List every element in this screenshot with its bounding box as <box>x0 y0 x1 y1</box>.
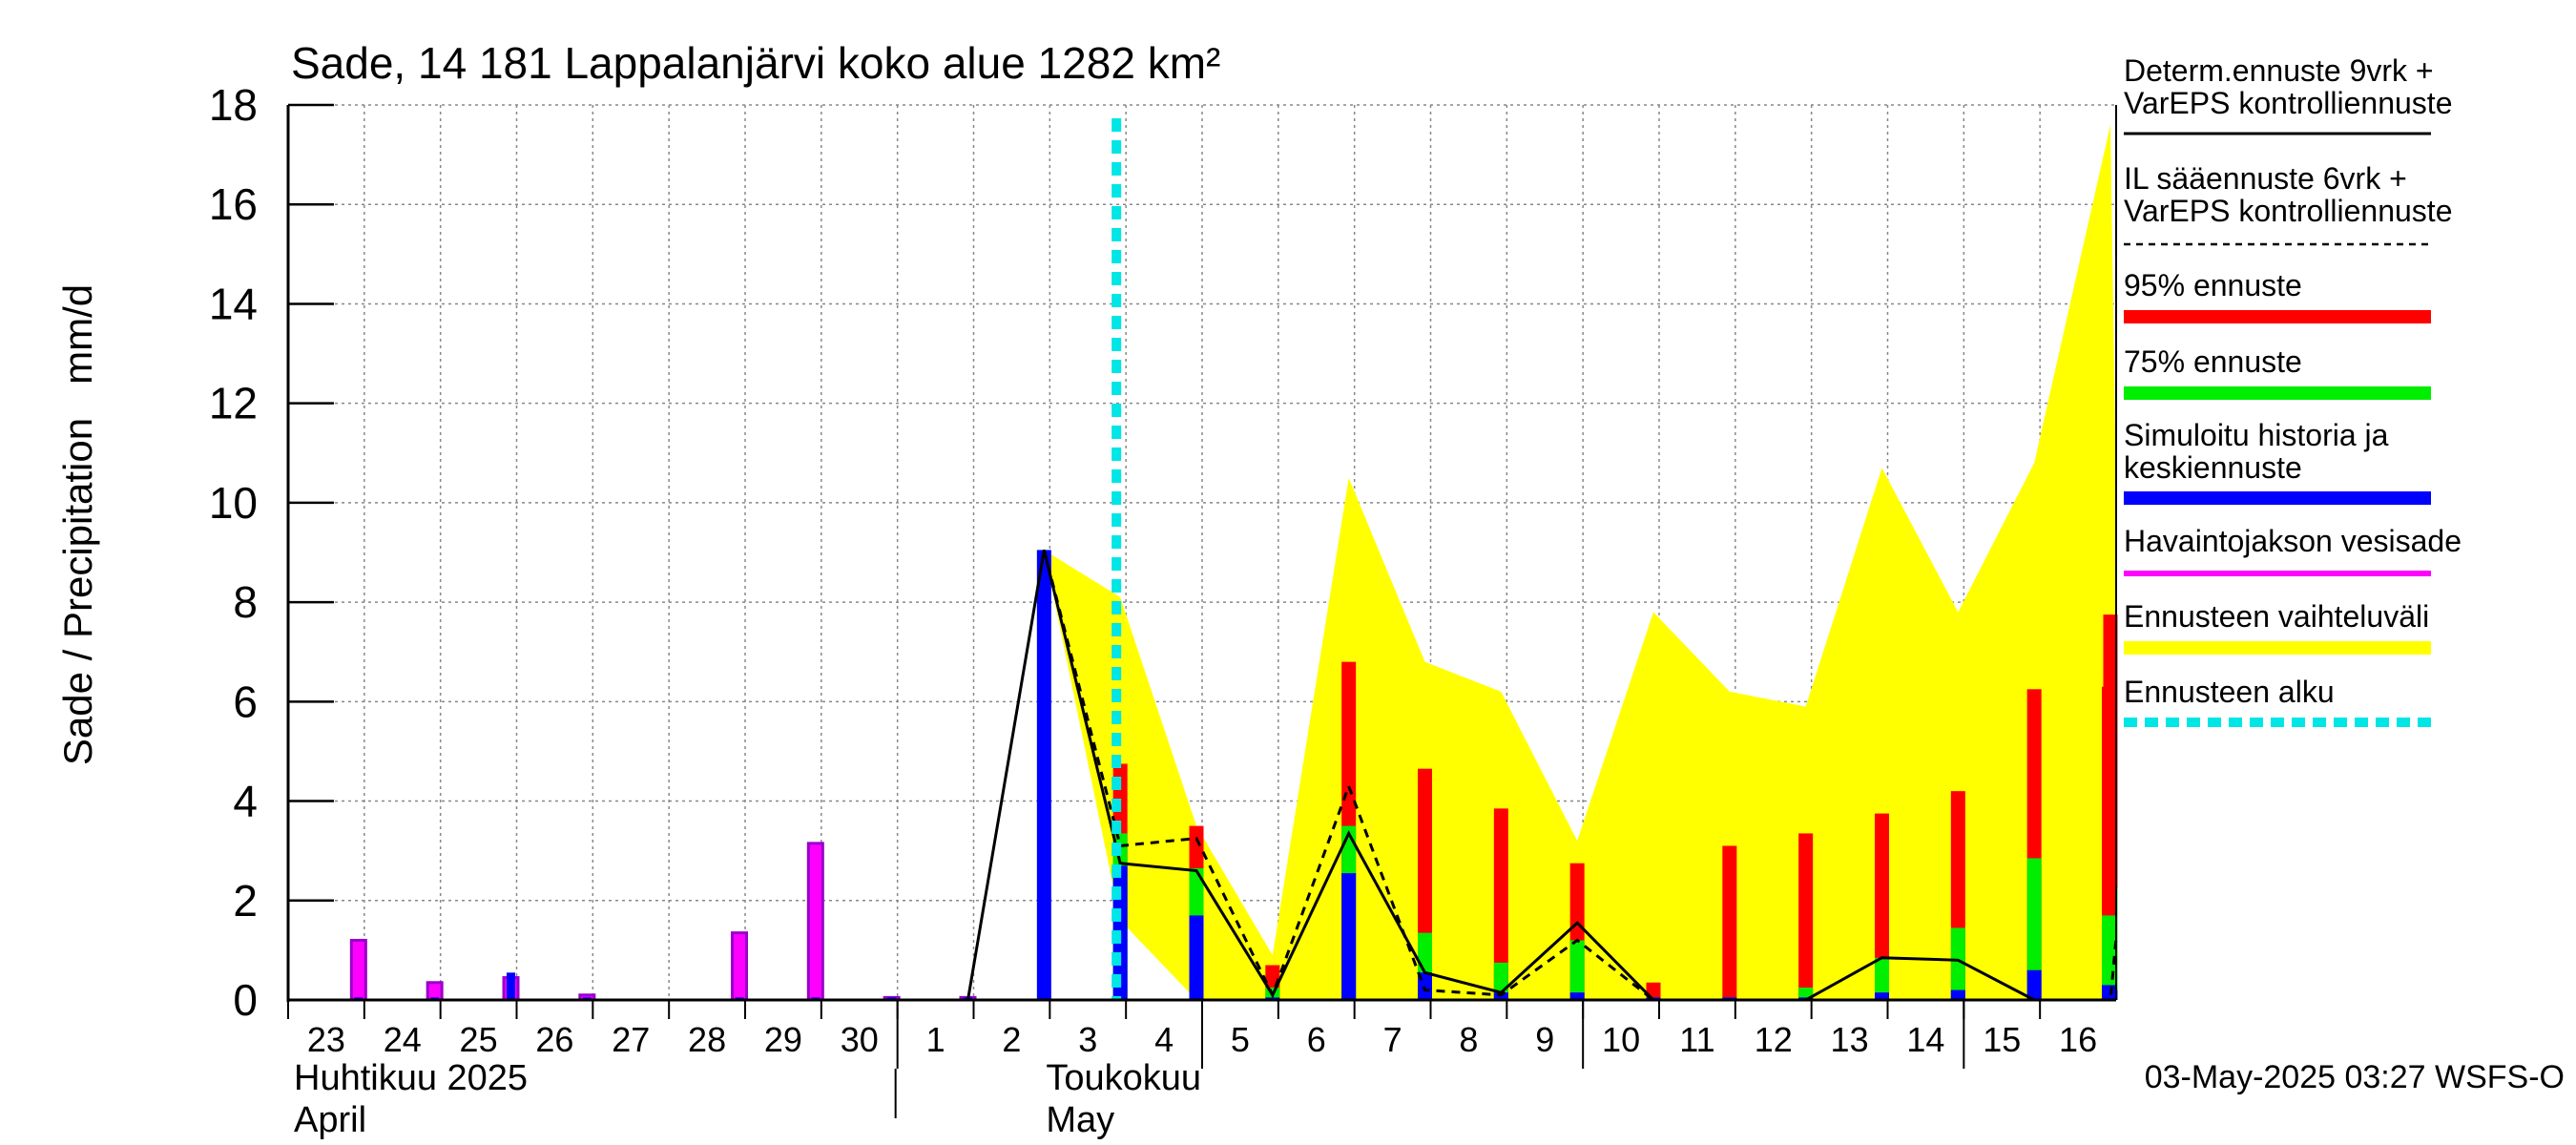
month-label-en: April <box>294 1100 366 1140</box>
bar-median <box>1875 992 1889 1000</box>
y-tick-label: 16 <box>209 179 258 229</box>
legend-label: Determ.ennuste 9vrk + <box>2124 53 2434 88</box>
y-tick-label: 18 <box>209 80 258 130</box>
x-tick-label: 23 <box>307 1020 345 1059</box>
x-tick-label: 13 <box>1831 1020 1869 1059</box>
month-label-en: May <box>1046 1100 1114 1140</box>
legend-label: VarEPS kontrolliennuste <box>2124 86 2452 120</box>
bar-median <box>2026 969 2042 1000</box>
y-tick-label: 2 <box>233 876 258 926</box>
month-label: Huhtikuu 2025 <box>294 1058 528 1098</box>
y-tick-label: 12 <box>209 379 258 428</box>
x-tick-label: 2 <box>1002 1020 1021 1059</box>
x-tick-label: 28 <box>688 1020 726 1059</box>
bar-median <box>507 972 515 1000</box>
bar-observed <box>806 842 824 1002</box>
x-tick-label: 14 <box>1906 1020 1944 1059</box>
legend-label: Ennusteen alku <box>2124 675 2335 709</box>
x-tick-label: 3 <box>1078 1020 1097 1059</box>
x-tick-label: 16 <box>2059 1020 2097 1059</box>
x-tick-label: 5 <box>1231 1020 1250 1059</box>
bar-observed <box>349 938 367 1002</box>
bar-median <box>1036 550 1051 1000</box>
y-tick-label: 4 <box>233 777 258 826</box>
bar-observed <box>426 981 444 1002</box>
x-tick-label: 29 <box>764 1020 802 1059</box>
bar-p75 <box>1569 940 1585 1000</box>
month-label: Toukokuu <box>1046 1058 1201 1098</box>
legend-label: 95% ennuste <box>2124 268 2302 302</box>
legend-label: Simuloitu historia ja <box>2124 418 2389 452</box>
x-tick-label: 4 <box>1154 1020 1174 1059</box>
x-tick-label: 8 <box>1459 1020 1478 1059</box>
bar-median <box>1569 992 1585 1000</box>
legend: Determ.ennuste 9vrk +VarEPS kontrollienn… <box>2124 53 2462 727</box>
bar-median <box>2102 985 2116 1000</box>
bar-p95 <box>1798 833 1814 1000</box>
x-tick-label: 15 <box>1983 1020 2021 1059</box>
determ-forecast-line <box>966 550 2035 1002</box>
bar-observed <box>731 931 748 1002</box>
timestamp: 03-May-2025 03:27 WSFS-O <box>2145 1059 2565 1095</box>
legend-label: IL sääennuste 6vrk + <box>2124 161 2407 196</box>
bar-p75 <box>2026 858 2042 1000</box>
x-tick-label: 11 <box>1679 1020 1714 1059</box>
legend-label: keskiennuste <box>2124 450 2302 485</box>
bar-median <box>1341 873 1357 1000</box>
chart-title: Sade, 14 181 Lappalanjärvi koko alue 128… <box>291 38 1220 88</box>
y-tick-label: 6 <box>233 677 258 726</box>
forecast-range-band <box>1044 124 2116 1000</box>
x-tick-label: 24 <box>384 1020 422 1059</box>
x-tick-label: 1 <box>926 1020 945 1059</box>
legend-label: Ennusteen vaihteluväli <box>2124 599 2429 634</box>
bar-median <box>1189 915 1204 1000</box>
y-tick-label: 0 <box>233 975 258 1025</box>
bar-p95 <box>1722 845 1737 1000</box>
legend-label: VarEPS kontrolliennuste <box>2124 194 2452 228</box>
bar-p95 <box>1493 808 1508 1000</box>
x-tick-label: 27 <box>612 1020 650 1059</box>
x-tick-label: 25 <box>460 1020 498 1059</box>
bar-p75 <box>1950 927 1965 1000</box>
bar-median <box>1950 989 1965 1000</box>
y-tick-label: 10 <box>209 478 258 528</box>
x-tick-label: 26 <box>535 1020 573 1059</box>
y-tick-label: 8 <box>233 577 258 627</box>
x-tick-label: 12 <box>1755 1020 1793 1059</box>
bar-p95 <box>1875 813 1889 1000</box>
x-tick-label: 30 <box>841 1020 879 1059</box>
x-tick-label: 9 <box>1535 1020 1554 1059</box>
legend-label: Havaintojakson vesisade <box>2124 524 2462 558</box>
y-axis-label: Sade / Precipitation mm/d <box>55 284 100 765</box>
x-tick-label: 7 <box>1383 1020 1402 1059</box>
legend-label: 75% ennuste <box>2124 344 2302 379</box>
x-tick-label: 6 <box>1307 1020 1326 1059</box>
x-tick-label: 10 <box>1602 1020 1640 1059</box>
bar-p75 <box>1875 957 1889 1000</box>
y-tick-label: 14 <box>209 279 258 328</box>
